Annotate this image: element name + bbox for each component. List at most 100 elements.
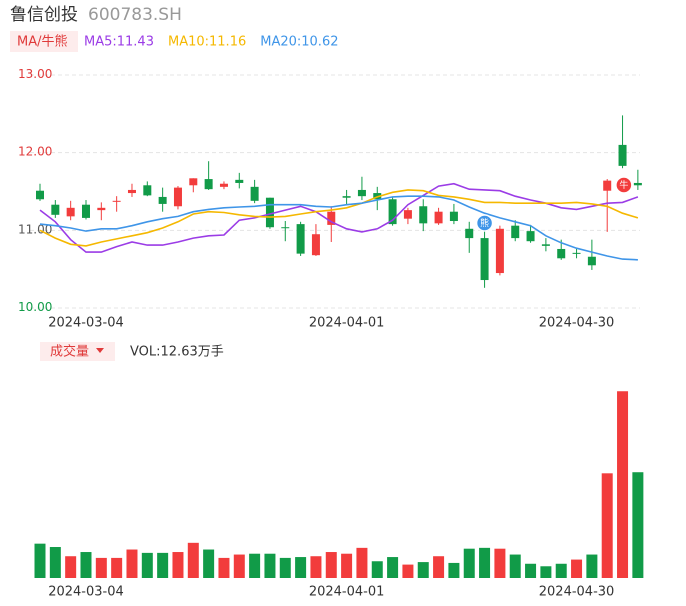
- volume-bar: [279, 557, 291, 578]
- dropdown-arrow[interactable]: [96, 348, 104, 353]
- candle-body: [173, 187, 182, 207]
- volume-bar: [571, 559, 583, 578]
- volume-bar: [218, 557, 230, 578]
- volume-bar: [141, 552, 153, 578]
- volume-bar: [126, 549, 138, 578]
- volume-bar: [448, 562, 460, 578]
- candle-body: [526, 231, 535, 242]
- volume-bar: [233, 554, 245, 578]
- volume-bar: [509, 554, 521, 578]
- legend-entry: MA10:11.16: [168, 35, 246, 50]
- x-tick-label: 2024-04-01: [309, 585, 385, 600]
- x-tick-label: 2024-03-04: [48, 316, 124, 331]
- x-tick-label: 2024-04-01: [309, 316, 385, 331]
- volume-bar: [203, 549, 215, 578]
- candle-body: [388, 199, 397, 225]
- candle-body: [618, 144, 627, 166]
- candle-body: [572, 252, 581, 254]
- volume-bar: [632, 472, 644, 578]
- volume-bar: [172, 552, 184, 578]
- candle-body: [112, 200, 121, 202]
- volume-bar: [356, 547, 368, 578]
- toggle-label[interactable]: MA/牛熊: [17, 34, 68, 50]
- volume-label: VOL:12.63万手: [130, 345, 224, 360]
- candle-body: [311, 234, 320, 256]
- volume-bar: [417, 562, 429, 578]
- volume-bar: [479, 547, 491, 578]
- badge: [475, 214, 494, 232]
- x-tick-label: 2024-04-30: [539, 316, 615, 331]
- volume-bar: [463, 548, 475, 578]
- candle-body: [265, 197, 274, 228]
- volume-button-label[interactable]: 成交量: [50, 344, 89, 360]
- candle-body: [465, 228, 474, 239]
- candle-body: [495, 228, 504, 274]
- volume-bar: [387, 557, 399, 578]
- volume-bar: [341, 553, 353, 578]
- y-tick-label: 12.00: [18, 145, 52, 159]
- stock-name: 鲁信创投: [10, 5, 78, 25]
- candle-body: [51, 204, 60, 215]
- x-tick-label: 2024-04-30: [539, 585, 615, 600]
- volume-bar: [540, 566, 552, 578]
- candle-body: [511, 225, 520, 239]
- candle-body: [143, 185, 152, 196]
- candle-body: [449, 211, 458, 222]
- ma-line: [39, 189, 639, 247]
- candle-body: [587, 256, 596, 266]
- candle-body: [403, 210, 412, 219]
- volume-bar: [601, 473, 613, 578]
- candle-body: [250, 186, 259, 201]
- candle-body: [541, 244, 550, 246]
- candle-body: [81, 204, 90, 218]
- volume-bar: [586, 554, 598, 578]
- volume-bar: [65, 556, 77, 578]
- candle-body: [97, 207, 106, 211]
- volume-bar: [402, 564, 414, 578]
- ma-line: [39, 182, 639, 253]
- candle-body: [633, 182, 642, 186]
- badge-label: 牛: [619, 179, 628, 191]
- candle-body: [281, 227, 290, 229]
- candle-body: [557, 248, 566, 259]
- volume-button[interactable]: [40, 342, 115, 361]
- volume-bar: [494, 548, 506, 578]
- candle-body: [342, 196, 351, 198]
- stock-code: 600783.SH: [88, 5, 182, 25]
- candle-body: [480, 238, 489, 281]
- candle-body: [603, 180, 612, 191]
- candle-body: [357, 189, 366, 197]
- toggle-button[interactable]: [10, 31, 78, 52]
- candle-body: [158, 196, 167, 204]
- candle-body: [296, 224, 305, 254]
- candle-body: [189, 178, 198, 186]
- volume-bar: [80, 552, 92, 578]
- legend: MA5:11.43 MA10:11.16 MA20:10.62: [84, 35, 338, 50]
- ma-line: [39, 195, 638, 261]
- candle-body: [434, 211, 443, 224]
- y-tick-label: 13.00: [18, 67, 52, 81]
- candle-body: [66, 207, 75, 217]
- volume-bar: [371, 561, 383, 578]
- volume-bar: [617, 391, 629, 578]
- volume-bar: [433, 556, 445, 578]
- badge: [615, 176, 633, 194]
- candle-body: [36, 190, 44, 200]
- volume-bar: [249, 553, 261, 578]
- volume-bar: [34, 543, 46, 578]
- candle-body: [204, 179, 213, 190]
- volume-bar: [49, 547, 61, 578]
- y-tick-label: 10.00: [18, 300, 52, 314]
- volume-bar: [95, 557, 107, 578]
- volume-bar: [310, 556, 322, 578]
- volume-bar: [555, 563, 567, 578]
- badge-label: 熊: [480, 217, 489, 229]
- legend-entry: MA5:11.43: [84, 35, 154, 50]
- volume-bar: [295, 557, 307, 578]
- candle-body: [219, 183, 228, 187]
- candle-body: [327, 211, 336, 225]
- volume-bar: [325, 552, 337, 578]
- volume-bar: [264, 553, 276, 578]
- x-tick-label: 2024-03-04: [48, 585, 124, 600]
